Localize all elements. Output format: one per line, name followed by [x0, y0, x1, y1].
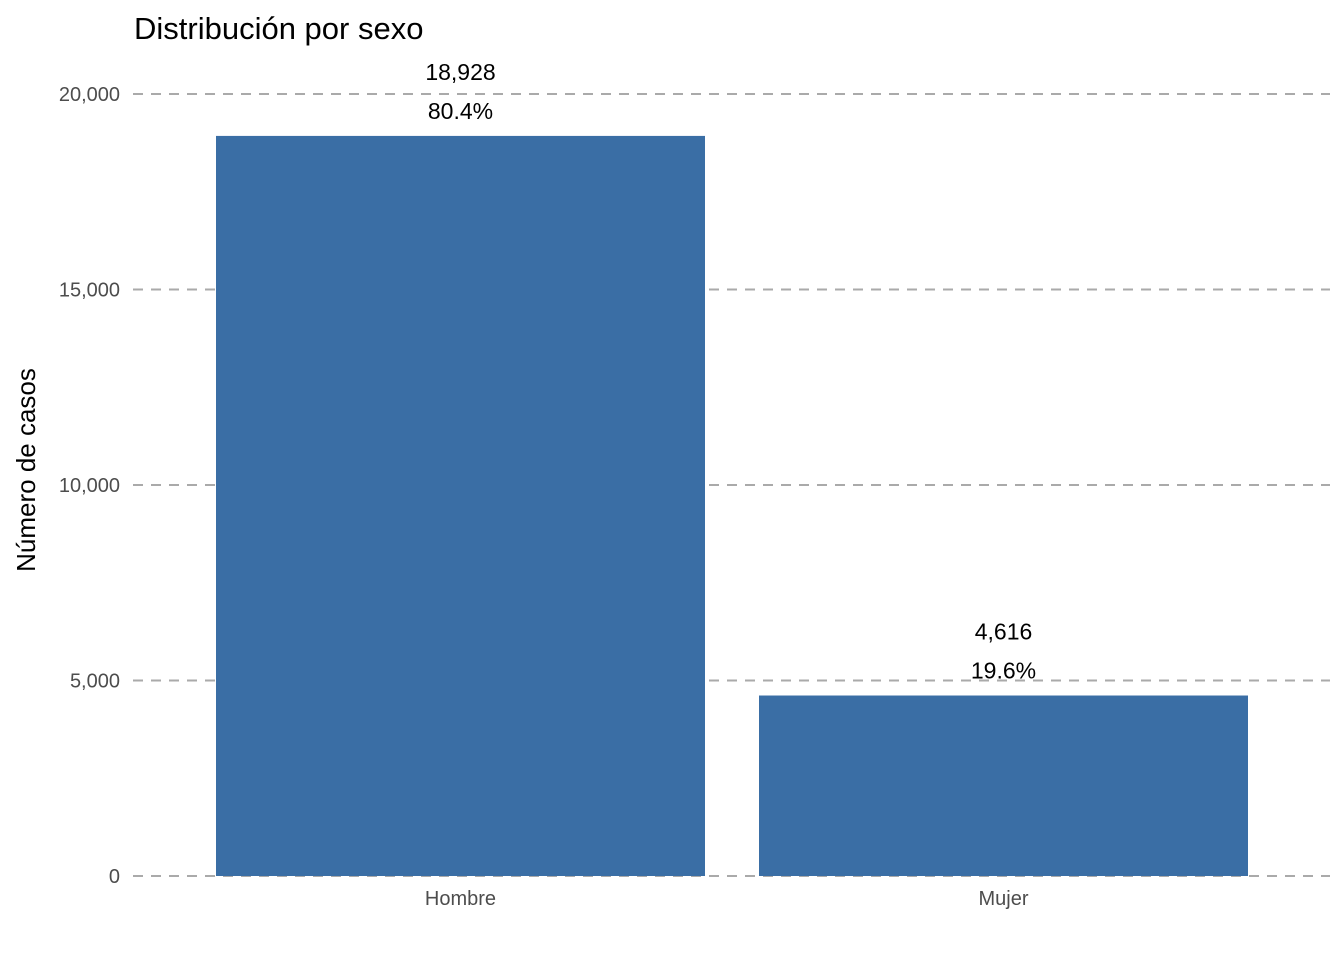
- y-tick-label: 0: [109, 866, 120, 888]
- y-tick-label: 5,000: [70, 671, 120, 693]
- x-tick-label: Mujer: [978, 888, 1028, 910]
- x-axis-ticks: Hombre Mujer: [425, 888, 1029, 910]
- data-labels: 18,928 80.4% 4,616 19.6%: [425, 59, 1036, 684]
- bar-value-label: 4,616: [975, 619, 1033, 645]
- bar-percent-label: 19.6%: [971, 658, 1036, 684]
- y-axis-ticks: 0 5,000 10,000 15,000 20,000: [59, 84, 120, 888]
- y-tick-label: 10,000: [59, 475, 120, 497]
- bar: [216, 135, 705, 876]
- bars: [216, 135, 1248, 876]
- bar-value-label: 18,928: [425, 59, 495, 85]
- chart-title: Distribución por sexo: [134, 11, 423, 46]
- y-tick-label: 20,000: [59, 84, 120, 106]
- bar-percent-label: 80.4%: [428, 98, 493, 124]
- x-tick-label: Hombre: [425, 888, 496, 910]
- y-axis-label: Número de casos: [11, 368, 41, 572]
- bar: [759, 695, 1248, 876]
- y-tick-label: 15,000: [59, 280, 120, 302]
